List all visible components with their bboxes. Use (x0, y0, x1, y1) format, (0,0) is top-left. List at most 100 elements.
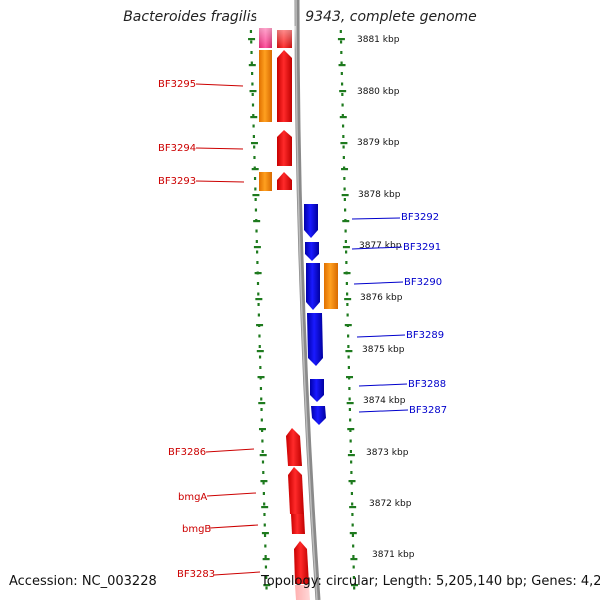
track-dot (349, 439, 352, 443)
scale-tick (263, 584, 271, 587)
gene-label-bf3283[interactable]: BF3283 (177, 569, 215, 580)
cds-bf3292 (304, 204, 318, 238)
track-dots (249, 30, 356, 590)
gene-label-bmga[interactable]: bmgA (178, 492, 207, 503)
gene-label-bmgb[interactable]: bmgB (182, 524, 211, 535)
scale-tick (248, 38, 256, 41)
track-dot (343, 198, 346, 201)
cds-bmga (288, 467, 304, 514)
scale-tick (338, 64, 346, 67)
cds-bf3288 (310, 379, 324, 402)
scale-tick (249, 90, 257, 93)
track-dot (343, 177, 346, 180)
track-dot (350, 471, 353, 474)
scale-tick (339, 116, 347, 119)
track-dot (255, 229, 258, 233)
track-dot (264, 555, 267, 558)
track-dot (253, 145, 256, 149)
track-dot (257, 303, 260, 306)
track-dot (263, 534, 267, 537)
track-dot (256, 282, 260, 285)
leader-line (209, 524, 259, 529)
scale-label: 3875 kbp (362, 345, 405, 355)
scale-label: 3872 kbp (369, 499, 412, 509)
leader-line (195, 147, 244, 150)
track-dot (341, 124, 345, 128)
gene-label-bf3294[interactable]: BF3294 (158, 143, 196, 154)
track-dot (263, 502, 266, 506)
gene-label-bf3295[interactable]: BF3295 (158, 79, 196, 90)
gene-label-bf3287[interactable]: BF3287 (409, 405, 447, 416)
track-dot (250, 61, 253, 65)
track-dot (251, 72, 254, 75)
scale-tick (248, 64, 256, 67)
track-dot (256, 250, 259, 254)
scale-tick (250, 116, 258, 119)
track-dot (346, 313, 349, 317)
gene-label-bf3290[interactable]: BF3290 (404, 277, 442, 288)
scale-tick (347, 428, 355, 431)
scale-tick (346, 402, 354, 405)
track-dot (259, 387, 263, 390)
track-dot (340, 61, 343, 65)
cds-bf3295 (277, 50, 292, 122)
track-dot (345, 282, 348, 285)
scale-tick (344, 324, 352, 327)
track-dot (250, 40, 253, 44)
leader-line (206, 492, 257, 497)
track-dot (344, 208, 347, 212)
leader-line (195, 180, 245, 183)
track-dot (351, 534, 355, 537)
track-dot (342, 135, 345, 138)
gene-label-bf3291[interactable]: BF3291 (403, 242, 441, 253)
genome-backbone-highlight (295, 0, 318, 600)
cds-bmgb (291, 514, 305, 534)
scale-tick (254, 272, 262, 275)
track-dot (257, 313, 260, 317)
scale-tick (346, 376, 354, 379)
track-dot (252, 114, 255, 117)
scale-tick (340, 142, 348, 145)
track-dot (343, 187, 346, 191)
leader-line (213, 571, 261, 576)
track-dot (341, 93, 344, 96)
scale-label: 3873 kbp (366, 448, 409, 458)
gene-label-bf3286[interactable]: BF3286 (168, 447, 206, 458)
gene-label-bf3292[interactable]: BF3292 (401, 212, 439, 223)
cds-bf3287 (311, 406, 326, 425)
scale-label: 3874 kbp (363, 396, 406, 406)
scale-label: 3876 kbp (360, 293, 403, 303)
gene-label-bf3293[interactable]: BF3293 (158, 176, 196, 187)
scale-tick (349, 506, 357, 509)
scale-tick (255, 298, 263, 301)
scale-labels: 3881 kbp 3880 kbp 3879 kbp 3878 kbp 3877 kbp… (357, 35, 415, 560)
leader-line (358, 383, 408, 387)
track-dot (347, 345, 350, 348)
cds-bf3289 (307, 313, 323, 366)
scale-tick (339, 90, 347, 93)
gene-labels: BF3295 BF3294 BF3293 BF3286 bmgA bmgB BF3283 BF… (158, 79, 447, 580)
track-dot (255, 240, 258, 243)
track-dot (263, 513, 266, 516)
scale-tick (250, 142, 258, 145)
track-dot (347, 334, 350, 338)
track-dot (265, 576, 268, 579)
scale-tick (258, 402, 266, 405)
track-dot (346, 303, 349, 306)
track-dot (344, 229, 347, 233)
track-dot (263, 523, 266, 527)
track-dot (352, 555, 355, 558)
track-dot (260, 408, 263, 411)
scale-label: 3877 kbp (359, 241, 402, 251)
track-dot (260, 418, 263, 422)
gene-label-bf3289[interactable]: BF3289 (406, 330, 444, 341)
track-dot (264, 565, 268, 569)
leader-line (358, 409, 409, 413)
track-dot (254, 198, 257, 201)
gene-label-bf3288[interactable]: BF3288 (408, 379, 446, 390)
genome-backbone (294, 0, 321, 600)
scale-tick (348, 480, 356, 483)
leader-line (353, 281, 404, 285)
track-dot (350, 460, 353, 464)
